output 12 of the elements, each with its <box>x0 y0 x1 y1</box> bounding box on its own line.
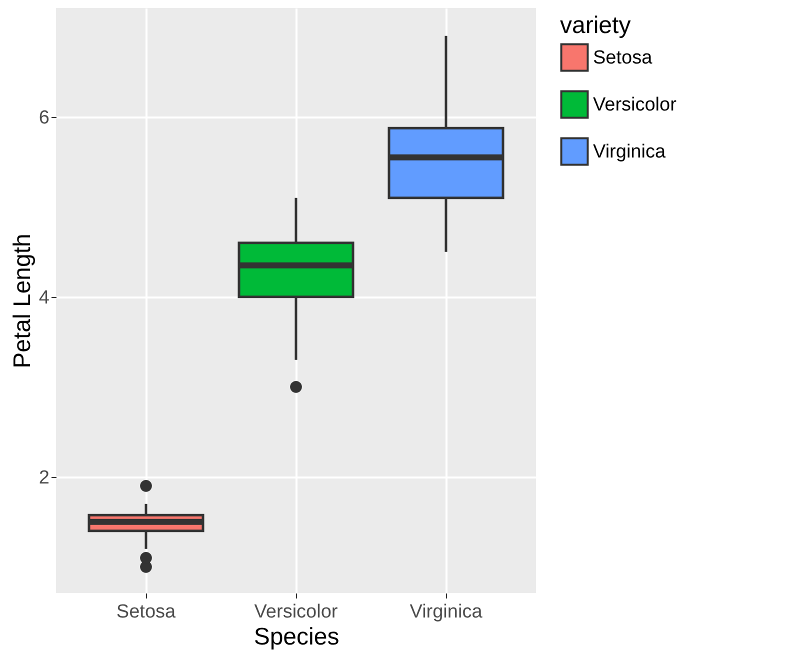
legend-label: Setosa <box>593 48 653 68</box>
x-axis-title: Species <box>254 624 340 650</box>
x-tick-label: Versicolor <box>254 602 338 622</box>
legend-title: variety <box>560 12 631 39</box>
y-tick-label: 2 <box>38 467 50 488</box>
y-tick-label: 6 <box>38 107 50 128</box>
legend-label: Versicolor <box>593 94 678 116</box>
y-tick-label: 4 <box>38 287 50 308</box>
y-axis-title: Petal Length <box>8 234 36 368</box>
legend-label: Virginica <box>593 142 666 162</box>
x-tick-label: Setosa <box>116 602 176 622</box>
x-tick-label: Virginica <box>410 602 483 622</box>
